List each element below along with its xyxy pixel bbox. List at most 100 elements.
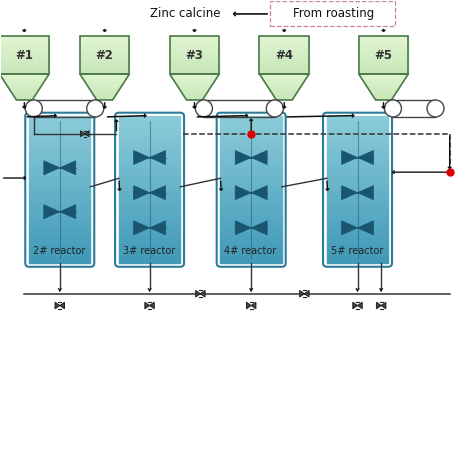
Bar bbox=[259, 59, 309, 60]
Bar bbox=[359, 42, 408, 44]
Bar bbox=[170, 66, 219, 68]
Polygon shape bbox=[2, 77, 47, 79]
Bar bbox=[359, 44, 408, 45]
Polygon shape bbox=[173, 79, 216, 81]
Bar bbox=[359, 51, 408, 53]
Bar bbox=[29, 245, 91, 248]
Polygon shape bbox=[196, 291, 205, 297]
Bar bbox=[359, 45, 408, 47]
Polygon shape bbox=[175, 82, 214, 84]
Bar bbox=[220, 259, 282, 263]
Bar bbox=[119, 135, 180, 138]
Bar bbox=[170, 55, 219, 56]
Bar bbox=[29, 190, 91, 193]
Bar bbox=[119, 215, 180, 219]
Bar bbox=[327, 164, 388, 168]
Bar bbox=[220, 142, 282, 146]
Bar bbox=[327, 117, 388, 120]
Bar bbox=[170, 36, 219, 74]
Bar bbox=[29, 128, 91, 131]
Polygon shape bbox=[264, 81, 305, 82]
Bar bbox=[327, 215, 388, 219]
Bar bbox=[0, 65, 49, 66]
Bar bbox=[29, 175, 91, 179]
Bar bbox=[259, 69, 309, 71]
Bar bbox=[80, 37, 129, 39]
Bar bbox=[80, 56, 129, 57]
Polygon shape bbox=[357, 150, 374, 164]
Bar bbox=[220, 131, 282, 135]
Bar bbox=[259, 41, 309, 42]
Bar bbox=[327, 179, 388, 182]
Circle shape bbox=[384, 100, 401, 117]
Bar bbox=[119, 172, 180, 175]
Polygon shape bbox=[361, 77, 406, 79]
Circle shape bbox=[427, 100, 444, 117]
Bar bbox=[119, 190, 180, 193]
Bar bbox=[220, 212, 282, 215]
Bar bbox=[259, 71, 309, 73]
Polygon shape bbox=[14, 97, 35, 98]
Polygon shape bbox=[251, 186, 267, 200]
Polygon shape bbox=[55, 302, 64, 309]
Polygon shape bbox=[176, 84, 212, 86]
Bar bbox=[29, 204, 91, 208]
Bar bbox=[327, 160, 388, 164]
Polygon shape bbox=[362, 79, 405, 81]
Bar bbox=[29, 255, 91, 259]
Bar bbox=[170, 69, 219, 71]
Bar bbox=[170, 41, 219, 42]
Bar bbox=[80, 68, 129, 69]
Bar bbox=[259, 36, 309, 37]
Bar bbox=[0, 55, 49, 56]
Polygon shape bbox=[259, 74, 309, 76]
Polygon shape bbox=[83, 79, 126, 81]
Text: #4: #4 bbox=[275, 48, 293, 62]
Polygon shape bbox=[363, 81, 404, 82]
Polygon shape bbox=[81, 131, 89, 137]
Bar bbox=[80, 55, 129, 56]
Bar bbox=[0, 62, 49, 64]
Polygon shape bbox=[374, 97, 394, 98]
Bar bbox=[220, 128, 282, 131]
Polygon shape bbox=[11, 91, 38, 93]
Bar bbox=[327, 142, 388, 146]
Polygon shape bbox=[353, 302, 362, 309]
Bar bbox=[259, 45, 309, 47]
Bar bbox=[119, 142, 180, 146]
Polygon shape bbox=[181, 91, 208, 93]
Polygon shape bbox=[270, 90, 299, 91]
Polygon shape bbox=[12, 93, 37, 95]
Bar bbox=[0, 44, 49, 45]
Bar bbox=[170, 62, 219, 64]
Circle shape bbox=[25, 100, 42, 117]
Bar bbox=[359, 60, 408, 62]
Bar bbox=[359, 69, 408, 71]
Bar bbox=[80, 62, 129, 64]
Bar bbox=[80, 39, 129, 41]
Bar bbox=[119, 248, 180, 252]
Bar bbox=[220, 120, 282, 124]
Bar bbox=[119, 146, 180, 149]
Polygon shape bbox=[87, 84, 123, 86]
Bar bbox=[80, 73, 129, 74]
Bar bbox=[29, 219, 91, 223]
Bar bbox=[220, 208, 282, 212]
Polygon shape bbox=[8, 86, 41, 88]
Bar bbox=[0, 51, 49, 53]
Bar bbox=[119, 160, 180, 164]
Text: #3: #3 bbox=[185, 48, 203, 62]
Polygon shape bbox=[3, 79, 46, 81]
Bar bbox=[327, 255, 388, 259]
Bar bbox=[119, 117, 180, 120]
Bar bbox=[327, 193, 388, 197]
Bar bbox=[119, 237, 180, 241]
Bar bbox=[29, 157, 91, 160]
Bar bbox=[29, 212, 91, 215]
Bar bbox=[0, 48, 49, 50]
Bar bbox=[119, 193, 180, 197]
Bar bbox=[29, 153, 91, 157]
Bar bbox=[327, 212, 388, 215]
Circle shape bbox=[266, 100, 283, 117]
Bar bbox=[220, 117, 282, 120]
